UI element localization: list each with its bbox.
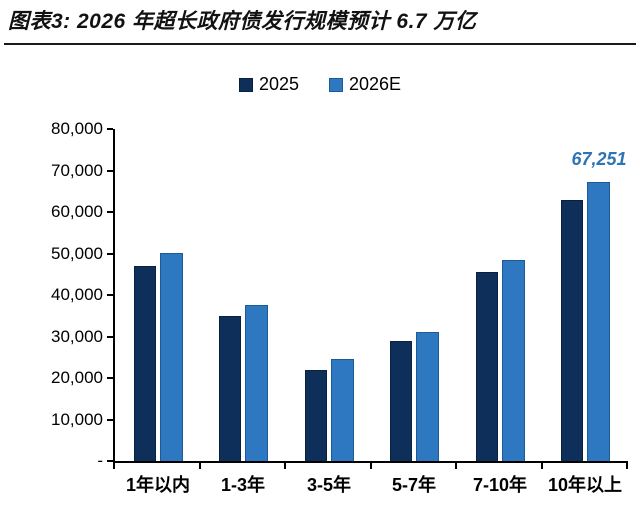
x-axis-tick	[370, 461, 372, 469]
y-axis-tick-label: -	[97, 451, 103, 470]
x-axis-label: 3-5年	[306, 475, 351, 495]
bar-2025	[219, 316, 241, 461]
y-axis-tick-label: 50,000	[51, 244, 103, 263]
y-axis-tick-label: 80,000	[51, 119, 103, 138]
bar-2026e	[502, 260, 525, 461]
bar-2026e	[331, 359, 354, 461]
title-separator	[4, 43, 636, 45]
bar-2026e	[416, 332, 439, 461]
y-axis-tick-label: 70,000	[51, 161, 103, 180]
bar-2025	[561, 200, 583, 461]
bar-2026e	[160, 253, 183, 461]
x-axis-label: 1年以内	[125, 475, 190, 495]
y-axis-tick	[107, 336, 113, 338]
bar-2026e	[245, 305, 268, 461]
y-axis	[113, 129, 115, 463]
x-axis-label: 7-10年	[472, 475, 528, 495]
y-axis-tick-label: 30,000	[51, 327, 103, 346]
chart-title: 图表3: 2026 年超长政府债发行规模预计 6.7 万亿	[8, 10, 477, 33]
bar-2025	[476, 272, 498, 461]
x-axis-tick	[199, 461, 201, 469]
y-axis-tick	[107, 377, 113, 379]
x-axis-tick	[113, 461, 115, 469]
y-axis-tick	[107, 211, 113, 213]
legend-item: 2025	[238, 74, 299, 95]
legend: 2025 2026E	[0, 74, 640, 95]
legend-swatch-2026e	[328, 77, 343, 92]
bar-value-label: 67,251	[571, 149, 627, 169]
y-axis-tick	[107, 253, 113, 255]
y-axis-tick	[107, 128, 113, 130]
x-axis-label: 1-3年	[220, 475, 265, 495]
y-axis-tick-label: 60,000	[51, 202, 103, 221]
bar-2025	[390, 341, 412, 461]
x-axis-tick	[626, 461, 628, 469]
y-axis-tick	[107, 170, 113, 172]
y-axis-tick	[107, 419, 113, 421]
bar-2026e	[587, 182, 610, 461]
y-axis-tick	[107, 460, 113, 462]
legend-swatch-2025	[238, 77, 253, 92]
x-axis-tick	[455, 461, 457, 469]
x-axis-label: 10年以上	[547, 475, 623, 495]
legend-label: 2025	[258, 74, 299, 94]
y-axis-tick-label: 20,000	[51, 368, 103, 387]
y-axis-tick	[107, 294, 113, 296]
y-axis-tick-label: 10,000	[51, 410, 103, 429]
legend-label: 2026E	[348, 74, 402, 94]
x-axis-label: 5-7年	[391, 475, 436, 495]
x-axis-tick	[541, 461, 543, 469]
bar-2025	[134, 266, 156, 461]
legend-item: 2026E	[328, 74, 402, 95]
y-axis-tick-label: 40,000	[51, 285, 103, 304]
x-axis-tick	[284, 461, 286, 469]
bar-2025	[305, 370, 327, 461]
